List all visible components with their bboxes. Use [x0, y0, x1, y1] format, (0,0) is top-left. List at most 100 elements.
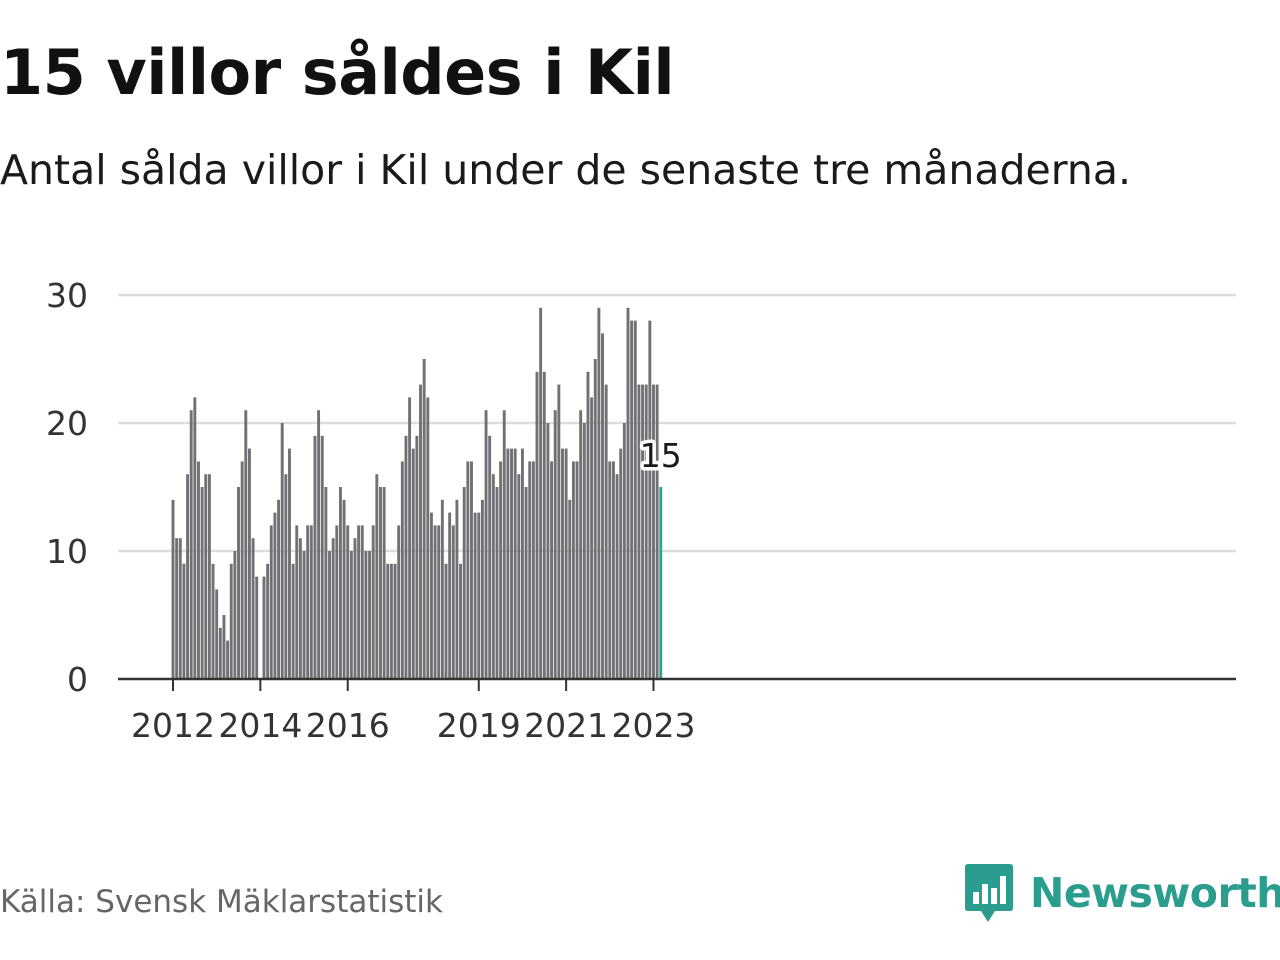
bar	[451, 525, 455, 679]
bar	[626, 307, 630, 679]
bar	[440, 499, 444, 679]
bar	[357, 525, 361, 679]
bar	[353, 538, 357, 679]
bar	[346, 525, 350, 679]
bar	[641, 384, 645, 679]
bar	[597, 307, 601, 679]
y-tick-label: 10	[46, 532, 88, 571]
bar	[200, 487, 204, 679]
bar	[506, 448, 510, 679]
x-axis	[118, 677, 1236, 691]
bar	[186, 474, 190, 679]
bar	[426, 397, 430, 679]
bar	[422, 359, 426, 679]
bar	[528, 461, 532, 679]
bar	[349, 551, 353, 679]
x-tick-label: 2023	[611, 706, 695, 745]
bar	[397, 525, 401, 679]
bar	[382, 487, 386, 679]
bar	[433, 525, 437, 679]
bar	[495, 487, 499, 679]
bars	[171, 307, 663, 679]
bar	[459, 563, 463, 679]
bar	[590, 397, 594, 679]
bar	[284, 474, 288, 679]
bar	[266, 563, 270, 679]
bar	[502, 410, 506, 679]
bar	[473, 512, 477, 679]
bar	[295, 525, 299, 679]
bar	[288, 448, 291, 679]
bar	[262, 576, 266, 679]
bar	[513, 448, 517, 679]
bar	[189, 410, 193, 679]
bar	[255, 576, 259, 679]
bar	[233, 551, 237, 679]
bar	[444, 563, 448, 679]
x-tick-label: 2014	[218, 706, 302, 745]
bar	[470, 461, 473, 679]
bar	[379, 487, 382, 679]
bar	[586, 371, 590, 679]
highlight-value-label: 15	[640, 436, 682, 475]
bar	[546, 423, 550, 679]
bar	[615, 474, 619, 679]
bar	[306, 525, 310, 679]
bar	[542, 371, 546, 679]
bar	[633, 320, 637, 679]
brand-logo: Newsworthy	[964, 862, 1280, 924]
bar	[648, 320, 652, 679]
bar	[611, 461, 615, 679]
bar	[171, 499, 175, 679]
bar	[222, 615, 226, 679]
bar	[415, 435, 419, 679]
bar	[499, 461, 503, 679]
bar	[575, 461, 579, 679]
bar	[320, 435, 324, 679]
bar	[601, 333, 604, 679]
bar	[411, 448, 415, 679]
bar	[244, 410, 248, 679]
y-tick-label: 20	[46, 404, 88, 443]
bar	[302, 551, 306, 679]
bar	[207, 474, 211, 679]
bar	[342, 499, 346, 679]
bar	[269, 525, 273, 679]
bar-highlight	[659, 487, 663, 679]
bar	[371, 525, 375, 679]
bar	[197, 461, 200, 679]
bar	[539, 307, 543, 679]
bar	[448, 512, 452, 679]
x-tick-label: 2016	[306, 706, 390, 745]
source-note: Källa: Svensk Mäklarstatistik	[0, 884, 443, 920]
bar	[593, 359, 597, 679]
bar	[644, 384, 648, 679]
bar	[251, 538, 255, 679]
brand-name: Newsworthy	[1030, 869, 1280, 917]
bar	[488, 435, 492, 679]
bar	[193, 397, 197, 679]
bar-chart: 0 10 20 30 2012 2014 2016 2019 2021 2023 15	[46, 276, 1236, 745]
bar	[630, 320, 634, 679]
bar	[553, 410, 557, 679]
bar	[571, 461, 575, 679]
bar	[277, 499, 281, 679]
bar	[484, 410, 488, 679]
bar	[360, 525, 364, 679]
bar	[175, 538, 179, 679]
bar	[655, 384, 659, 679]
bar	[178, 538, 182, 679]
bar	[215, 589, 219, 679]
bar	[550, 461, 554, 679]
bar	[477, 512, 481, 679]
bar	[338, 487, 342, 679]
bar	[408, 397, 412, 679]
bar	[604, 384, 608, 679]
bar	[524, 487, 528, 679]
bar	[561, 448, 564, 679]
bar	[568, 499, 572, 679]
bar	[324, 487, 328, 679]
bar	[557, 384, 561, 679]
bar	[455, 499, 459, 679]
bar	[226, 640, 230, 679]
